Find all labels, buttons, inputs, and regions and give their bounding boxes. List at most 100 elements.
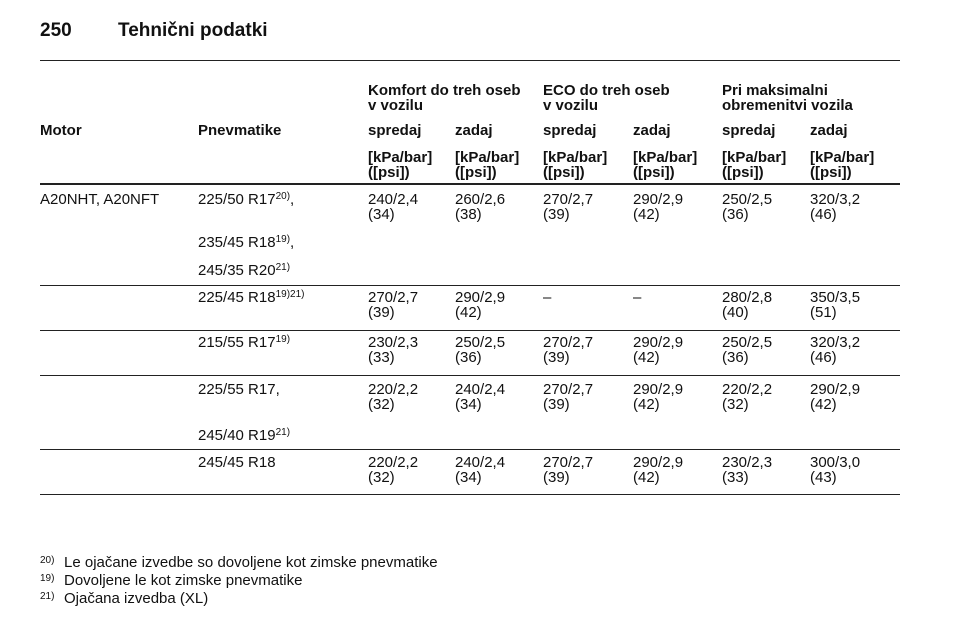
tyre-text: 225/55 R17, xyxy=(198,381,280,398)
pressure-value: 250/2,5 xyxy=(722,191,773,208)
pressure-value: 220/2,2 xyxy=(368,454,419,471)
column-header: zadaj xyxy=(455,122,493,139)
group-header: obremenitvi vozila xyxy=(722,97,853,114)
pressure-value: – xyxy=(633,289,642,306)
unit-label: [kPa/bar] xyxy=(455,149,520,166)
footnote-text: Le ojačane izvedbe so dovoljene kot zims… xyxy=(64,554,438,571)
pressure-value: (39) xyxy=(368,304,395,321)
pressure-value: 220/2,2 xyxy=(368,381,419,398)
pressure-value: 350/3,5 xyxy=(810,289,861,306)
footnote-ref: 21) xyxy=(275,427,291,438)
tyre-size: 245/40 R1921) xyxy=(198,427,291,444)
unit-label: ([psi]) xyxy=(455,164,497,181)
pressure-value: (46) xyxy=(810,349,837,366)
pressure-value: (42) xyxy=(633,206,660,223)
unit-label: [kPa/bar] xyxy=(722,149,787,166)
pressure-value: 240/2,4 xyxy=(368,191,419,208)
pressure-value: 270/2,7 xyxy=(543,454,594,471)
pressure-value: – xyxy=(543,289,552,306)
footnote-ref: 20) xyxy=(275,191,291,202)
pressure-value: 290/2,9 xyxy=(633,191,684,208)
tyre-text: 225/45 R18 xyxy=(198,289,276,306)
unit-label: [kPa/bar] xyxy=(810,149,875,166)
pressure-value: (38) xyxy=(455,206,482,223)
page-title: Tehnični podatki xyxy=(118,20,268,41)
column-header: spredaj xyxy=(722,122,776,139)
pressure-value: 290/2,9 xyxy=(633,454,684,471)
pressure-value: 260/2,6 xyxy=(455,191,506,208)
pressure-value: 250/2,5 xyxy=(722,334,773,351)
unit-label: [kPa/bar] xyxy=(633,149,698,166)
column-header: spredaj xyxy=(368,122,422,139)
pressure-value: 250/2,5 xyxy=(455,334,506,351)
tyre-text: 235/45 R18 xyxy=(198,234,276,251)
tyre-size: 225/55 R17, xyxy=(198,382,280,397)
pressure-value: 240/2,4 xyxy=(455,454,506,471)
tyre-text: 245/40 R19 xyxy=(198,427,276,444)
pressure-value: (36) xyxy=(455,349,482,366)
separator: , xyxy=(290,234,295,251)
unit-label: ([psi]) xyxy=(810,164,852,181)
column-header: spredaj xyxy=(543,122,597,139)
pressure-value: (32) xyxy=(368,469,395,486)
pressure-value: 290/2,9 xyxy=(455,289,506,306)
pressure-value: 270/2,7 xyxy=(543,381,594,398)
group-header: ECO do treh oseb xyxy=(543,82,670,99)
footnote-ref: 21) xyxy=(275,262,291,273)
tyre-text: 245/35 R20 xyxy=(198,262,276,279)
pressure-value: (51) xyxy=(810,304,837,321)
tyre-size: 215/55 R1719) xyxy=(198,334,290,351)
unit-label: ([psi]) xyxy=(543,164,585,181)
footnote-mark: 20) xyxy=(40,555,55,566)
group-header: v vozilu xyxy=(543,97,599,114)
pressure-value: (33) xyxy=(368,349,395,366)
unit-label: ([psi]) xyxy=(368,164,410,181)
footnote-ref: 19)21) xyxy=(275,289,305,300)
pressure-value: 320/3,2 xyxy=(810,334,861,351)
tyre-size: 225/45 R1819)21) xyxy=(198,289,305,306)
pressure-value: (42) xyxy=(455,304,482,321)
rule xyxy=(40,375,900,376)
pressure-value: (33) xyxy=(722,469,749,486)
group-header: v vozilu xyxy=(368,97,424,114)
pressure-value: (39) xyxy=(543,396,570,413)
unit-label: ([psi]) xyxy=(722,164,764,181)
unit-label: [kPa/bar] xyxy=(543,149,608,166)
pressure-value: (43) xyxy=(810,469,837,486)
pressure-value: 320/3,2 xyxy=(810,191,861,208)
page-number: 250 xyxy=(40,20,72,41)
tyre-size: 235/45 R1819), xyxy=(198,234,295,251)
column-header: Pnevmatike xyxy=(198,122,282,139)
footnote-mark: 21) xyxy=(40,591,55,602)
group-header: Pri maksimalni xyxy=(722,82,828,99)
tyre-text: 215/55 R17 xyxy=(198,334,276,351)
pressure-value: (39) xyxy=(543,206,570,223)
rule xyxy=(40,494,900,495)
motor: A20NHT, A20NFT xyxy=(40,191,160,208)
pressure-value: (46) xyxy=(810,206,837,223)
column-header: zadaj xyxy=(633,122,671,139)
column-header: zadaj xyxy=(810,122,848,139)
pressure-value: (36) xyxy=(722,206,749,223)
pressure-value: 290/2,9 xyxy=(633,334,684,351)
rule xyxy=(40,330,900,331)
pressure-value: 300/3,0 xyxy=(810,454,861,471)
tyre-text: 225/50 R17 xyxy=(198,191,276,208)
footnote-text: Ojačana izvedba (XL) xyxy=(64,590,209,607)
footnote-mark: 19) xyxy=(40,573,55,584)
pressure-value: (36) xyxy=(722,349,749,366)
pressure-value: 290/2,9 xyxy=(633,381,684,398)
pressure-value: 230/2,3 xyxy=(368,334,419,351)
pressure-value: (32) xyxy=(368,396,395,413)
column-header: Motor xyxy=(40,122,82,139)
pressure-value: (34) xyxy=(455,469,482,486)
pressure-value: (42) xyxy=(633,396,660,413)
footnote-text: Dovoljene le kot zimske pnevmatike xyxy=(64,572,303,589)
pressure-value: 220/2,2 xyxy=(722,381,773,398)
group-header: Komfort do treh oseb xyxy=(368,82,521,99)
pressure-value: (32) xyxy=(722,396,749,413)
pressure-value: (39) xyxy=(543,469,570,486)
tyre-size: 245/35 R2021) xyxy=(198,262,291,279)
pressure-value: 230/2,3 xyxy=(722,454,773,471)
